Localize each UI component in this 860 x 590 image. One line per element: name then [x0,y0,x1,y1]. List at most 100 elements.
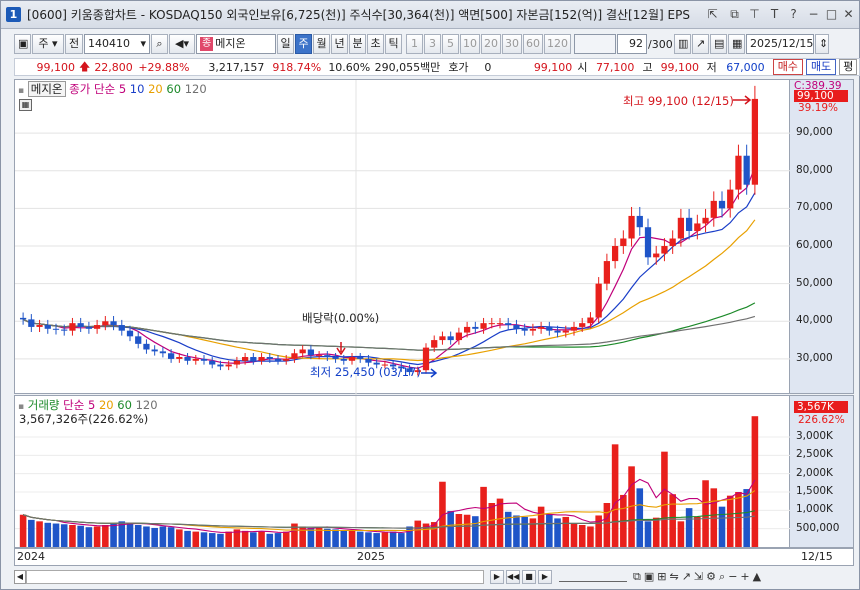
price-tick-label: 30,000 [796,351,833,364]
interval-tab-20[interactable]: 20 [481,34,501,54]
low-value: 67,000 [726,60,765,74]
speed-slider[interactable] [559,572,627,582]
top-scale-label: C:389.39 [794,80,842,92]
date-input[interactable]: 2025/12/15 [746,34,814,54]
line-icon[interactable]: ↗ [681,570,691,583]
search-icon[interactable]: ⌕ [151,34,168,54]
stock-badge: 종 [200,37,214,51]
stop-icon[interactable]: ■ [522,570,536,584]
speaker-icon[interactable]: ◀▾ [169,34,195,54]
candle-body [135,336,142,344]
hoga-price: 99,100 [533,60,573,74]
code-input[interactable]: 140410 ▾ [84,34,150,54]
volume-bar [373,533,380,547]
ma-line-10 [22,192,756,366]
play-icon[interactable]: ▶ [490,570,504,584]
code-value: 140410 [88,37,130,50]
pyeong-button[interactable]: 평 [839,59,858,75]
compare-icon[interactable]: ⊞ [657,570,667,583]
zoom-in-icon[interactable]: + [740,570,750,583]
period-tab-1[interactable]: 주 [295,34,312,54]
zoom-out-icon[interactable]: − [728,570,738,583]
sell-button[interactable]: 매도 [805,59,837,75]
period-tab-5[interactable]: 초 [367,34,384,54]
layout-icon[interactable]: ▣ [14,34,31,54]
candle-type-icon[interactable]: ▥ [674,34,691,54]
dividend-arrow-icon [336,342,346,356]
date-spin-icon[interactable]: ⇕ [815,34,829,54]
volume-bar [143,526,150,547]
volume-bar [718,506,726,547]
period-tab-4[interactable]: 분 [349,34,366,54]
candle-body [554,330,561,333]
maximize-icon[interactable]: □ [825,7,838,21]
pin-icon[interactable]: ⊤ [749,7,760,21]
send-icon[interactable]: ⇱ [707,7,718,21]
interval-tab-60[interactable]: 60 [523,34,543,54]
prev-button[interactable]: 전 [65,34,83,54]
interval-custom-input[interactable] [574,34,616,54]
period-tab-6[interactable]: 틱 [385,34,402,54]
candle-body [274,358,282,361]
interval-tab-5[interactable]: 5 [442,34,459,54]
chevron-down-icon[interactable]: ▾ [140,37,146,50]
candle-body [488,323,495,325]
price-chart-panel[interactable]: ▪ 메지온 종가 단순 5 10 20 60 120 ▦ 배당락(0.00%) … [14,79,791,395]
close-icon[interactable]: ✕ [843,7,854,21]
volume-bar [529,518,537,547]
interval-tab-1[interactable]: 1 [406,34,423,54]
price-name-label[interactable]: 메지온 [27,81,66,97]
tool-icon[interactable]: ⇋ [669,570,679,583]
candle-body [529,328,537,331]
candle-body [513,325,520,329]
interval-tab-3[interactable]: 3 [424,34,441,54]
settings-icon[interactable]: ⚙ [706,570,717,583]
scroll-left-icon[interactable]: ◀ [14,570,26,584]
interval-tab-30[interactable]: 30 [502,34,522,54]
indicator-icon[interactable]: ↗ [692,34,709,54]
volume-bar [472,516,479,547]
zoom-icon[interactable]: ⌕ [719,570,726,583]
candle-body [250,357,257,361]
period-tab-3[interactable]: 년 [331,34,348,54]
candle-body [620,238,627,247]
stock-name-field[interactable]: 종 메지온 [196,34,276,54]
period-tab-0[interactable]: 일 [277,34,294,54]
help-icon[interactable]: ? [790,7,797,21]
calendar-icon[interactable]: ▦ [728,34,745,54]
vma-5: 5 [88,398,96,412]
volume-value-label: 3,567,326주(226.62%) [19,412,149,426]
minimize-icon[interactable]: − [808,7,819,21]
copy-window-icon[interactable]: ⧉ [730,7,739,21]
expand-icon[interactable]: ▲ [752,570,762,583]
grid-table-icon[interactable]: ▦ [19,99,32,111]
volume-name-label[interactable]: 거래량 [27,398,60,412]
draw-icon[interactable]: ⇲ [693,570,704,583]
candle-body [217,364,224,367]
volume-bar [60,524,68,547]
candle-body [422,347,430,371]
rewind-icon[interactable]: ◀◀ [506,570,520,584]
volume-bar [282,531,290,547]
interval-tab-10[interactable]: 10 [460,34,480,54]
change-value: 22,800 [94,60,133,74]
candle-body [332,357,339,359]
scroll-track[interactable] [26,570,484,584]
window-icon[interactable]: ▣ [643,570,655,583]
interval-tab-120[interactable]: 120 [544,34,571,54]
period-tab-2[interactable]: 월 [313,34,330,54]
tile-icon[interactable]: ⧉ [633,570,641,583]
chart-scrollbar[interactable]: ◀ ▶ ◀◀ ■ ▶ ⧉ ▣ ⊞ ⇋ ↗ ⇲ ⚙ ⌕ − + ▲ [14,568,859,586]
forward-icon[interactable]: ▶ [538,570,552,584]
volume-chart-panel[interactable]: ▪ 거래량 단순 5 20 60 120 3,567,326주(226.62%) [14,395,791,549]
volume-bar [19,514,27,547]
volume-ma-label: 단순 [63,398,85,412]
save-icon[interactable]: ▤ [710,34,727,54]
count-input[interactable]: 92 [617,34,647,54]
candle-body [225,364,232,367]
buy-button[interactable]: 매수 [772,59,803,75]
font-icon[interactable]: T [770,7,779,21]
candle-body [505,323,512,326]
period-unit-select[interactable]: 주 ▾ [32,34,64,54]
candle-body [414,370,421,373]
